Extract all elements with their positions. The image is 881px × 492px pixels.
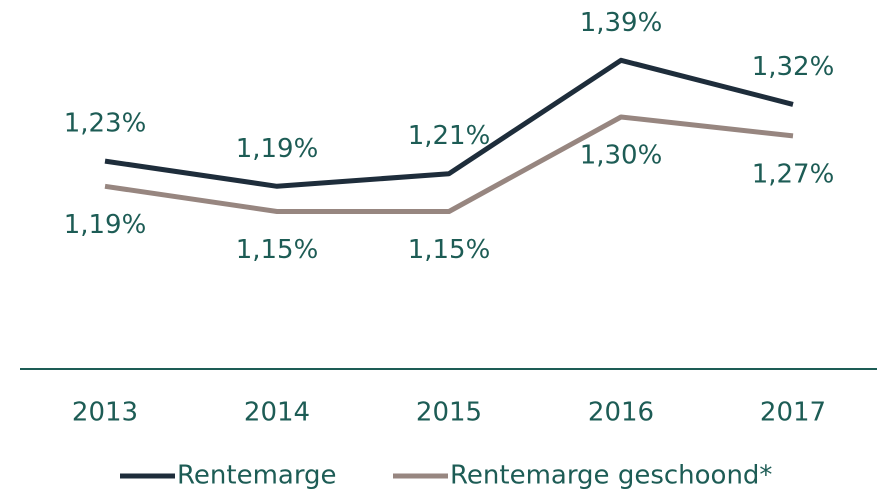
x-tick-label: 2017: [760, 398, 826, 428]
x-tick-label: 2015: [416, 398, 482, 428]
data-label: 1,23%: [64, 109, 147, 139]
data-label: 1,15%: [408, 235, 491, 265]
data-label: 1,32%: [752, 52, 835, 82]
x-tick-label: 2016: [588, 398, 654, 428]
data-label: 1,19%: [64, 210, 147, 240]
series-line: [104, 57, 794, 189]
data-label: 1,30%: [580, 141, 663, 171]
data-label: 1,21%: [408, 121, 491, 151]
data-label: 1,15%: [236, 235, 319, 265]
legend-label: Rentemarge geschoond*: [450, 461, 772, 491]
data-label: 1,19%: [236, 134, 319, 164]
x-tick-label: 2013: [72, 398, 138, 428]
data-label: 1,39%: [580, 8, 663, 38]
x-tick-label: 2014: [244, 398, 310, 428]
legend-label: Rentemarge: [177, 461, 337, 491]
series-line: [104, 114, 794, 214]
data-label: 1,27%: [752, 159, 835, 189]
